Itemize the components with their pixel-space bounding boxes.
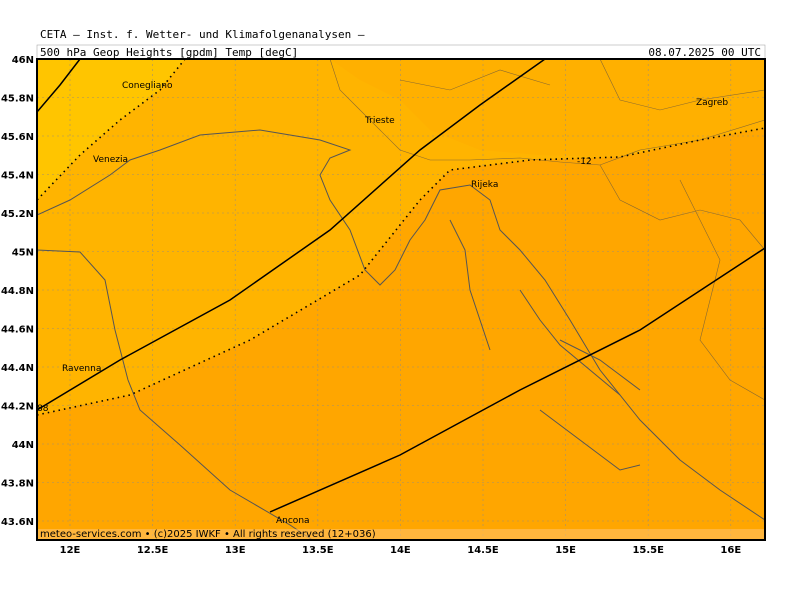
footer: meteo-services.com • (c)2025 IWKF • All … — [40, 529, 376, 540]
valid-time: 08.07.2025 00 UTC — [648, 46, 761, 59]
lon-label: 14.5E — [467, 545, 499, 556]
city-label: Trieste — [364, 116, 395, 126]
isotherm — [37, 127, 765, 416]
island — [449, 219, 641, 471]
city-label: Conegliano — [122, 81, 173, 91]
lon-label: 15.5E — [632, 545, 664, 556]
contour-label: -12 — [577, 157, 592, 167]
lat-label: 44.6N — [1, 325, 34, 336]
lon-label: 13E — [225, 545, 246, 556]
height-contour — [37, 59, 546, 411]
lat-label: 45N — [12, 248, 34, 259]
temp-band — [37, 59, 185, 200]
header-title: CETA — Inst. f. Wetter- und Klimafolgena… — [40, 28, 365, 41]
border — [329, 59, 765, 401]
subtitle: 500_hPa_Geop_Heights_[gpdm]_Temp_[degC] — [40, 46, 298, 59]
lon-label: 14E — [390, 545, 411, 556]
lon-label: 13.5E — [302, 545, 334, 556]
footer-band — [37, 529, 765, 540]
lat-label: 43.6N — [1, 517, 34, 528]
coastline — [37, 129, 765, 521]
lon-label: 15E — [555, 545, 576, 556]
lat-label: 45.4N — [1, 171, 34, 182]
height-contour — [269, 247, 765, 513]
map-frame — [36, 58, 766, 541]
coastline — [37, 249, 314, 540]
map-area — [37, 59, 765, 540]
lat-label: 44.2N — [1, 402, 34, 413]
lon-label: 16E — [720, 545, 741, 556]
city-label: Zagreb — [696, 98, 728, 108]
temp-band — [330, 59, 765, 157]
lat-label: 45.8N — [1, 94, 34, 105]
lat-label: 45.6N — [1, 132, 34, 143]
lon-label: 12.5E — [137, 545, 169, 556]
lon-label: 12E — [60, 545, 81, 556]
lat-label: 43.8N — [1, 479, 34, 490]
lat-label: 44.4N — [1, 363, 34, 374]
city-label: Venezia — [93, 155, 128, 165]
city-label: Ancona — [276, 516, 310, 526]
lat-label: 45.2N — [1, 209, 34, 220]
lat-label: 46N — [12, 55, 34, 66]
contour-label: 88 — [37, 404, 49, 414]
lat-label: 44N — [12, 440, 34, 451]
height-contour — [37, 59, 81, 113]
city-label: Rijeka — [471, 180, 498, 190]
city-label: Ravenna — [62, 364, 101, 374]
lat-label: 44.8N — [1, 286, 34, 297]
